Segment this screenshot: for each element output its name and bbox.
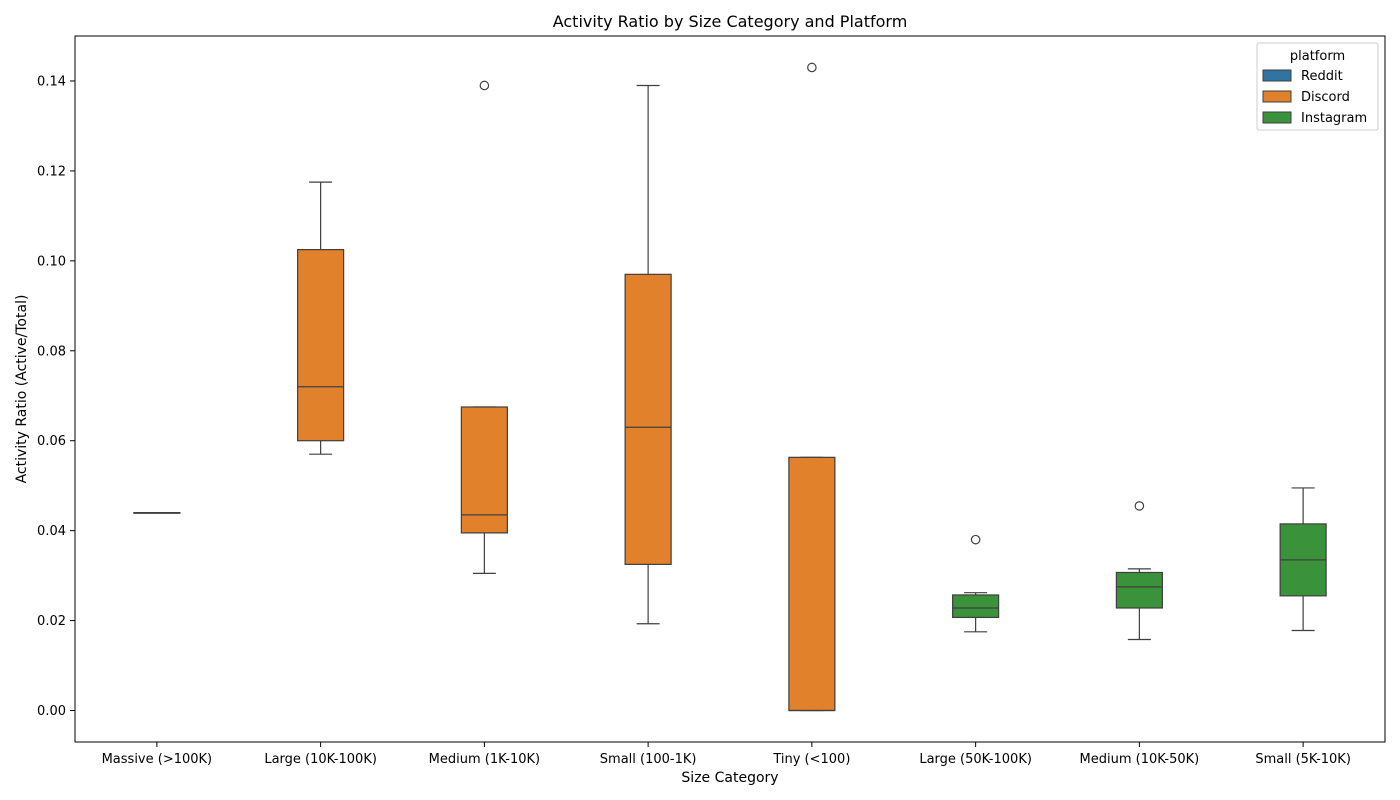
- y-tick-label: 0.06: [37, 434, 66, 449]
- box-discord: [788, 62, 836, 712]
- x-tick-label: Small (100-1K): [600, 752, 697, 767]
- box-instagram: [1115, 501, 1163, 641]
- x-tick-label: Small (5K-10K): [1255, 752, 1351, 767]
- x-tick-label: Tiny (<100): [772, 752, 850, 767]
- outlier-point: [479, 80, 490, 91]
- iqr-box: [460, 406, 508, 534]
- y-tick-label: 0.08: [37, 344, 66, 359]
- box-discord: [460, 80, 508, 574]
- outlier-point: [1134, 501, 1145, 511]
- legend-label-reddit: Reddit: [1301, 69, 1343, 84]
- x-tick-label: Medium (10K-50K): [1080, 752, 1200, 767]
- chart-title: Activity Ratio by Size Category and Plat…: [553, 12, 908, 31]
- box-instagram: [1279, 487, 1327, 632]
- box-instagram: [952, 534, 1000, 633]
- legend-title: platform: [1290, 49, 1345, 64]
- iqr-box: [1115, 571, 1163, 609]
- legend-frame: [1256, 42, 1379, 131]
- box-discord: [297, 181, 345, 455]
- outlier-point: [807, 62, 817, 73]
- legend-label-instagram: Instagram: [1301, 111, 1367, 126]
- outlier-point: [970, 534, 981, 545]
- y-tick-label: 0.12: [37, 164, 66, 179]
- y-tick-label: 0.00: [37, 704, 66, 719]
- axis-ticks: 0.00 0.02 0.04 0.06 0.08 0.10 0.12 0.14 Massive …: [37, 74, 1351, 767]
- y-tick-label: 0.02: [37, 614, 66, 629]
- iqr-box: [624, 273, 672, 565]
- x-tick-label: Large (10K-100K): [264, 752, 377, 767]
- x-axis-title: Size Category: [681, 770, 778, 786]
- legend-swatch-reddit: [1262, 69, 1292, 82]
- legend-swatch-instagram: [1262, 111, 1292, 124]
- x-tick-label: Medium (1K-10K): [429, 752, 540, 767]
- iqr-box: [952, 594, 1000, 619]
- box-reddit: [133, 512, 181, 514]
- y-tick-label: 0.14: [37, 74, 66, 89]
- iqr-box: [788, 456, 836, 712]
- y-axis-title: Activity Ratio (Active/Total): [14, 295, 30, 484]
- legend: platform Reddit Discord Instagram: [1256, 42, 1379, 131]
- x-tick-label: Large (50K-100K): [919, 752, 1032, 767]
- y-tick-label: 0.04: [37, 524, 66, 539]
- box-discord: [624, 84, 672, 625]
- boxes-layer: [133, 62, 1327, 712]
- plot-area-frame: [74, 35, 1386, 743]
- y-tick-label: 0.10: [37, 254, 66, 269]
- x-tick-label: Massive (>100K): [102, 752, 213, 767]
- legend-swatch-discord: [1262, 90, 1292, 103]
- iqr-box: [297, 248, 345, 442]
- legend-label-discord: Discord: [1301, 90, 1350, 105]
